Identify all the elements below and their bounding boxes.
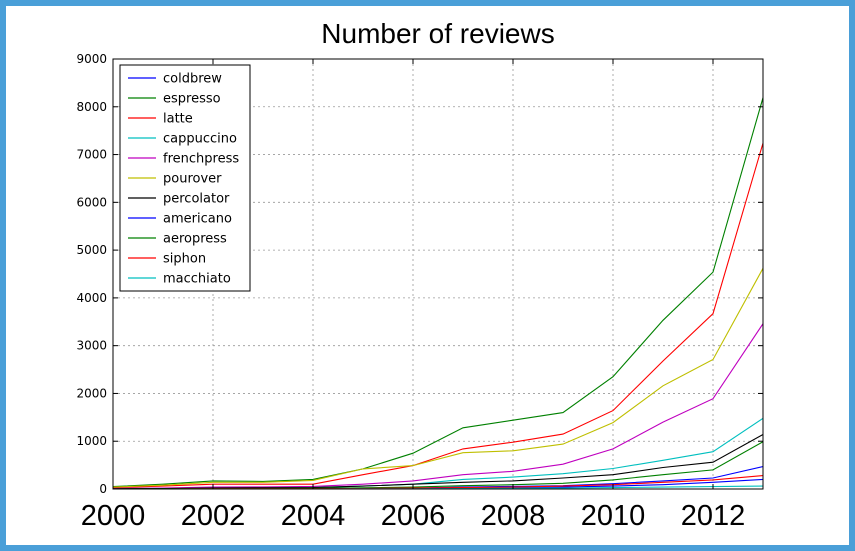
y-tick-label: 3000 [76,339,107,353]
series-line-espresso [112,97,764,488]
x-tick-label: 2010 [581,500,646,532]
legend-label: cappuccino [163,132,237,147]
y-tick-label: 1000 [76,434,107,448]
x-tick-label: 2004 [281,500,346,532]
legend-label: espresso [163,92,221,107]
x-tick-label: 2002 [181,500,246,532]
y-tick-label: 2000 [76,386,107,400]
y-tick-label: 6000 [76,195,107,209]
chart-title: Number of reviews [321,18,554,49]
line-chart: 0 1000 2000 3000 4000 5000 6000 7000 8000 9000 200… [76,18,764,532]
legend-label: macchiato [163,272,231,287]
chart-frame: 0 1000 2000 3000 4000 5000 6000 7000 8000 9000 200… [6,6,849,545]
axis-ticks: 0 1000 2000 3000 4000 5000 6000 7000 8000 9000 200… [76,52,763,532]
legend: coldbrew espresso latte cappuccino frenchpre… [119,64,251,292]
legend-label: percolator [163,192,230,207]
series-line-pourover [112,268,764,488]
legend-label: frenchpress [163,152,239,167]
legend-label: siphon [163,252,206,267]
y-tick-label: 7000 [76,148,107,162]
legend-label: latte [163,112,193,127]
y-tick-label: 4000 [76,291,107,305]
plot-area [112,58,764,490]
x-tick-label: 2000 [81,500,146,532]
y-tick-label: 8000 [76,100,107,114]
x-tick-label: 2012 [681,500,746,532]
x-tick-label: 2008 [481,500,546,532]
y-tick-label: 9000 [76,52,107,66]
series-line-frenchpress [112,323,764,490]
legend-label: aeropress [163,232,227,247]
legend-label: americano [163,212,232,227]
x-tick-label: 2006 [381,500,446,532]
y-tick-label: 5000 [76,243,107,257]
legend-label: pourover [163,172,222,187]
y-tick-label: 0 [99,482,107,496]
series-line-latte [112,142,764,489]
legend-label: coldbrew [163,72,222,87]
